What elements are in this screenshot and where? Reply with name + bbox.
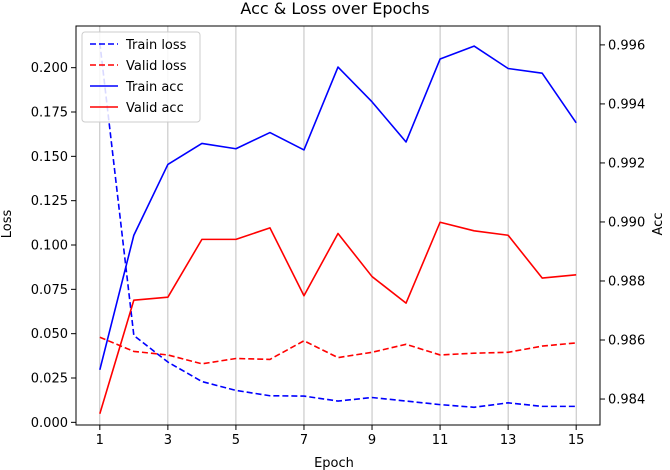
legend-entry-label: Train loss xyxy=(125,38,187,53)
x-axis-label: Epoch xyxy=(314,456,354,470)
left-y-tick-label: 0.000 xyxy=(31,416,68,431)
right-y-tick-label: 0.992 xyxy=(608,156,645,171)
legend-entry-label: Train acc xyxy=(125,80,184,95)
right-y-tick-label: 0.996 xyxy=(608,38,645,53)
left-y-tick-label: 0.100 xyxy=(31,239,68,254)
left-y-tick-label: 0.175 xyxy=(31,106,68,121)
legend: Train loss Valid loss Train acc Valid acc xyxy=(81,31,201,123)
legend-entry-label: Valid acc xyxy=(126,101,184,116)
right-y-tick-label: 0.986 xyxy=(608,334,645,349)
series-line-valid-loss xyxy=(99,336,577,365)
legend-box xyxy=(81,31,201,123)
left-y-tick-label: 0.150 xyxy=(31,150,68,165)
x-tick-label: 7 xyxy=(300,433,308,448)
right-y-tick-label: 0.994 xyxy=(608,97,645,112)
series-line-valid-acc xyxy=(99,221,577,415)
x-axis-ticks: 1 3 5 7 9 11 13 15 xyxy=(96,425,585,448)
series-line-train-loss xyxy=(99,42,577,409)
left-y-tick-label: 0.075 xyxy=(31,283,68,298)
x-tick-label: 9 xyxy=(368,433,376,448)
right-y-tick-label: 0.990 xyxy=(608,215,645,230)
left-y-axis-label: Loss xyxy=(0,210,15,239)
x-tick-label: 15 xyxy=(568,433,585,448)
x-tick-label: 13 xyxy=(500,433,517,448)
left-y-axis-ticks: 0.000 0.025 0.050 0.075 0.100 0.125 0.150 0.175… xyxy=(31,61,76,431)
series-lines xyxy=(99,42,577,415)
right-y-tick-label: 0.988 xyxy=(608,274,645,289)
left-y-tick-label: 0.200 xyxy=(31,61,68,76)
x-tick-label: 11 xyxy=(432,433,449,448)
legend-entry-label: Valid loss xyxy=(126,59,187,74)
x-tick-label: 1 xyxy=(96,433,104,448)
chart-title: Acc & Loss over Epochs xyxy=(240,0,429,18)
right-y-tick-label: 0.984 xyxy=(608,393,645,408)
series-line-train-acc xyxy=(99,45,577,371)
x-tick-label: 5 xyxy=(232,433,240,448)
right-y-axis-label: Acc xyxy=(651,213,666,236)
left-y-tick-label: 0.050 xyxy=(31,327,68,342)
plot-frame xyxy=(75,25,601,426)
left-y-tick-label: 0.025 xyxy=(31,372,68,387)
right-y-axis-ticks: 0.984 0.986 0.988 0.990 0.992 0.994 0.996 xyxy=(600,38,645,408)
x-tick-label: 3 xyxy=(164,433,172,448)
left-y-tick-label: 0.125 xyxy=(31,194,68,209)
